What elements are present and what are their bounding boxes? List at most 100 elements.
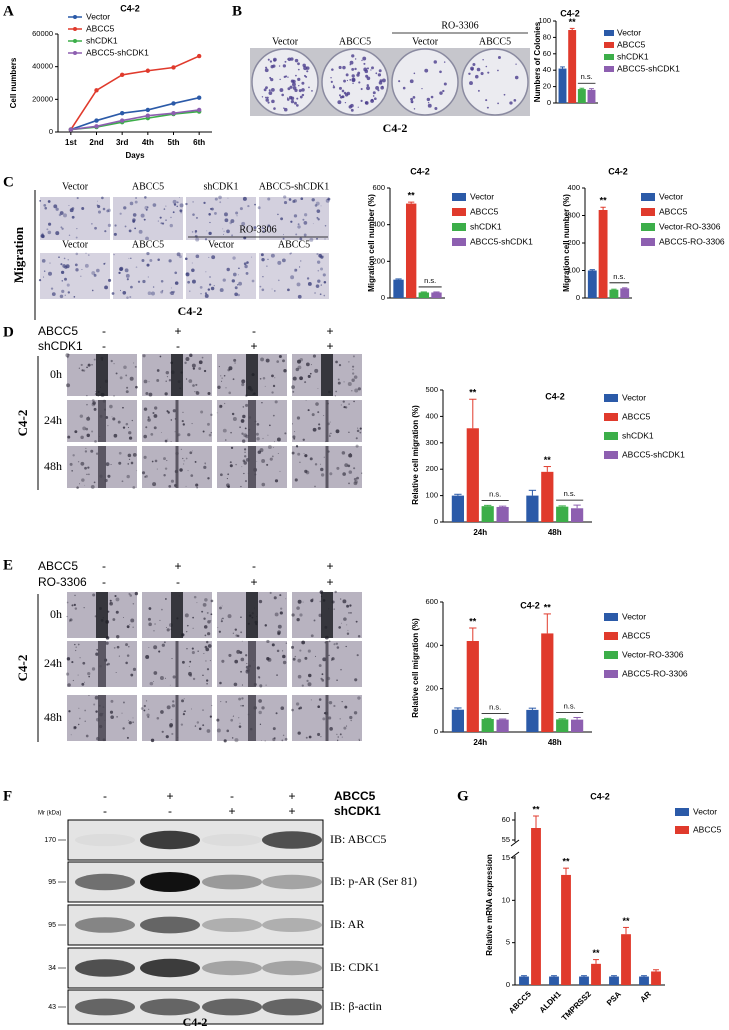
cell	[178, 197, 180, 198]
cell	[296, 617, 300, 622]
cell	[236, 215, 238, 217]
colony	[514, 75, 519, 80]
cell	[124, 225, 127, 228]
cell	[335, 390, 337, 393]
legend-label: shCDK1	[470, 221, 502, 231]
cell	[75, 252, 79, 256]
cell	[84, 466, 87, 470]
cell	[191, 647, 194, 650]
cell	[317, 218, 320, 221]
cell	[60, 226, 63, 229]
cell	[138, 229, 143, 234]
cell	[125, 643, 129, 647]
cell	[192, 450, 193, 452]
colony	[361, 59, 363, 62]
colony	[434, 107, 438, 111]
cell	[140, 213, 145, 218]
cell	[145, 700, 148, 702]
cell	[43, 204, 47, 207]
x-tick-label: 3rd	[116, 138, 129, 147]
cell	[291, 645, 295, 649]
legend-label: ABCC5	[659, 206, 688, 216]
y-tick-label: 20000	[32, 94, 53, 103]
cell	[86, 403, 88, 406]
cell	[149, 681, 154, 686]
legend-label: shCDK1	[622, 430, 654, 440]
cell	[202, 724, 205, 727]
cell	[226, 229, 230, 234]
colony	[477, 89, 480, 92]
y-tick-label: 80	[543, 32, 551, 41]
sign: -	[230, 789, 234, 803]
cell	[64, 265, 68, 269]
cell	[134, 200, 138, 204]
cell	[185, 457, 188, 460]
cell	[269, 591, 272, 595]
legend-swatch	[604, 66, 614, 72]
cell	[333, 643, 336, 646]
cell	[143, 709, 146, 712]
point	[171, 65, 176, 70]
cell	[82, 369, 86, 372]
cell	[357, 387, 361, 391]
cell	[203, 465, 207, 469]
legend-swatch	[641, 208, 655, 216]
cell	[95, 652, 99, 656]
cell	[78, 367, 80, 369]
cell	[240, 705, 242, 707]
cell	[348, 403, 350, 405]
sign: +	[288, 804, 295, 818]
cell	[203, 201, 206, 205]
scratch-gap	[246, 592, 258, 638]
cell	[328, 700, 333, 705]
cell	[320, 205, 322, 207]
legend-label: shCDK1	[617, 51, 649, 61]
cell	[207, 392, 211, 396]
colony	[261, 96, 264, 98]
cell	[147, 276, 149, 278]
cell	[188, 379, 193, 383]
legend-swatch	[675, 826, 689, 834]
cell	[339, 733, 342, 736]
cell	[68, 710, 71, 713]
cell	[303, 233, 307, 237]
cell	[74, 649, 77, 652]
cell	[195, 483, 199, 487]
cell	[132, 717, 134, 719]
cell	[143, 407, 148, 411]
colony	[377, 89, 380, 92]
colony	[351, 54, 355, 58]
legend-swatch	[604, 394, 618, 402]
cell	[163, 457, 166, 461]
cell	[195, 216, 199, 219]
cell	[191, 423, 193, 425]
cell	[246, 663, 248, 665]
cell	[277, 624, 282, 629]
colony	[346, 91, 351, 96]
cell	[269, 424, 271, 427]
cell	[254, 203, 256, 206]
cell	[235, 211, 239, 215]
cell	[242, 414, 246, 419]
cell	[143, 379, 148, 384]
legend-marker	[73, 39, 77, 43]
cell	[309, 372, 312, 375]
x-tick-label: 5th	[168, 138, 180, 147]
cell	[318, 423, 321, 426]
colony	[351, 74, 355, 78]
cell	[300, 197, 304, 201]
cell	[194, 725, 197, 727]
cell	[305, 362, 310, 367]
sign: -	[252, 559, 256, 573]
cell	[229, 464, 233, 468]
colony	[268, 91, 273, 96]
time-label: 0h	[50, 607, 62, 621]
bar	[526, 495, 539, 522]
cell	[203, 617, 206, 620]
cell	[91, 667, 96, 671]
cell	[148, 622, 152, 627]
cell	[85, 252, 87, 254]
cell	[171, 719, 173, 720]
cell	[76, 228, 78, 230]
legend-label: Vector	[470, 191, 494, 201]
